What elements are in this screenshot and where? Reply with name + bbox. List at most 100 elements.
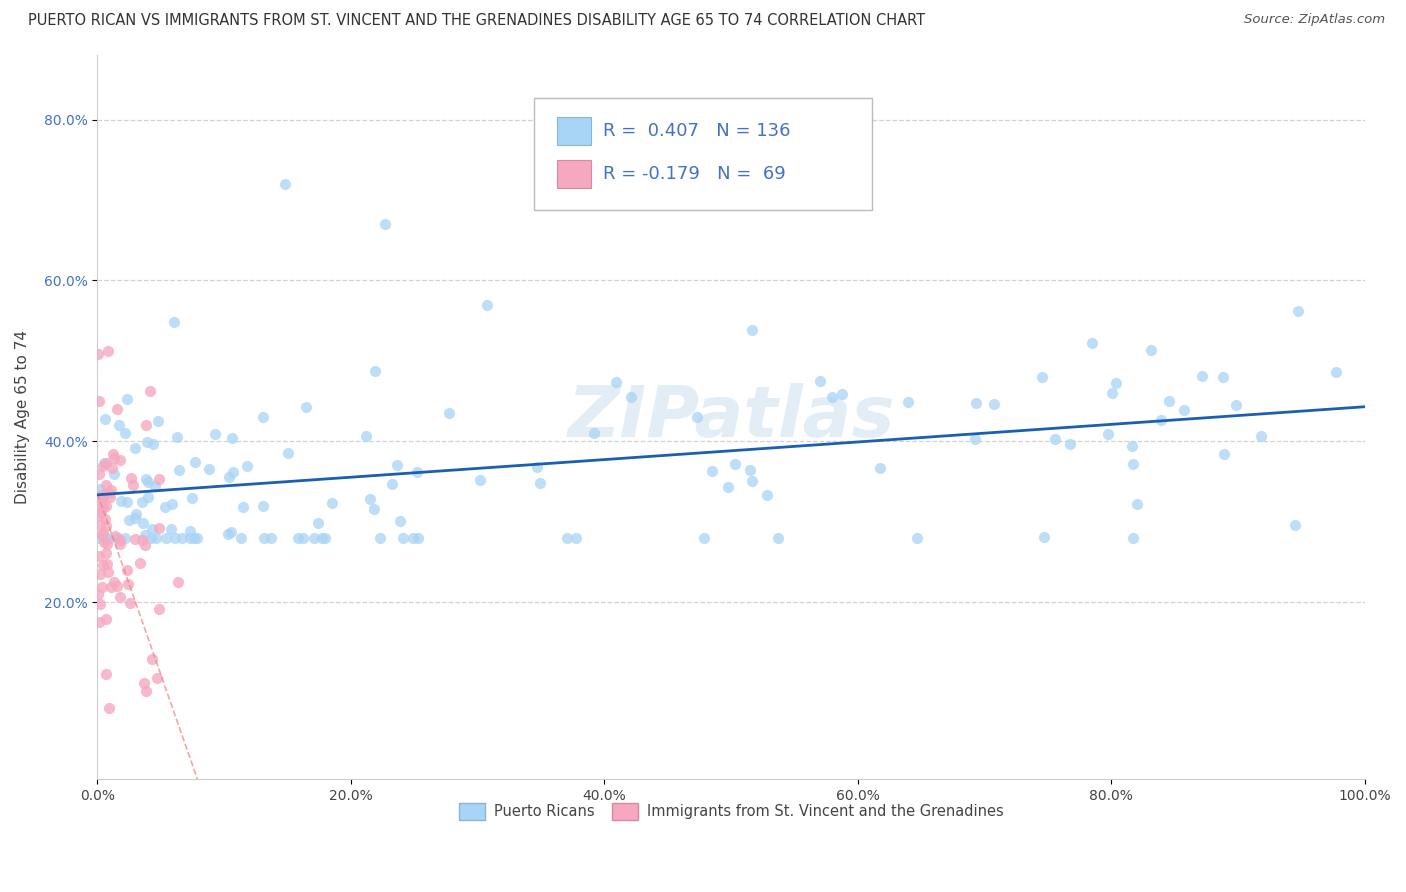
Text: PUERTO RICAN VS IMMIGRANTS FROM ST. VINCENT AND THE GRENADINES DISABILITY AGE 65: PUERTO RICAN VS IMMIGRANTS FROM ST. VINC… (28, 13, 925, 29)
Point (87, 394, 110, 409)
Point (96, 456, 118, 470)
Point (620, 390, 643, 404)
Point (359, 491, 381, 506)
Point (363, 502, 385, 516)
Point (87, 531, 110, 545)
Point (392, 531, 415, 545)
Point (381, 477, 404, 491)
Point (124, 442, 146, 456)
Point (741, 323, 763, 337)
Point (103, 467, 125, 481)
Point (1284, 517, 1306, 532)
Point (94, 531, 117, 545)
Point (252, 409, 274, 424)
Point (91, 488, 114, 502)
Point (1157, 394, 1180, 409)
Point (983, 397, 1005, 411)
Point (1140, 343, 1163, 358)
Point (87, 615, 110, 629)
Point (103, 574, 125, 589)
Text: Source: ZipAtlas.com: Source: ZipAtlas.com (1244, 13, 1385, 27)
Point (198, 461, 221, 475)
Point (87, 586, 110, 600)
Point (1080, 336, 1102, 351)
Point (117, 577, 139, 591)
Point (354, 429, 377, 443)
Point (1097, 426, 1119, 441)
Point (120, 596, 142, 610)
Point (252, 531, 274, 545)
Point (148, 521, 170, 535)
Point (1121, 438, 1143, 452)
Point (100, 580, 122, 594)
Point (1212, 370, 1234, 384)
Point (1191, 368, 1213, 383)
Point (96, 566, 118, 580)
Point (439, 406, 461, 420)
Point (1286, 303, 1309, 318)
Point (252, 499, 274, 513)
Y-axis label: Disability Age 65 to 74: Disability Age 65 to 74 (15, 330, 30, 504)
Point (134, 528, 156, 542)
Point (125, 507, 148, 521)
Point (221, 431, 243, 445)
Point (307, 516, 329, 531)
Point (204, 426, 226, 441)
Point (468, 473, 491, 487)
Point (314, 531, 336, 545)
Point (96, 478, 118, 492)
Point (136, 475, 159, 489)
Point (276, 446, 298, 460)
Point (132, 516, 155, 530)
Point (831, 387, 853, 401)
Point (103, 447, 125, 461)
Point (364, 364, 387, 378)
Point (93, 456, 115, 470)
Point (583, 425, 606, 440)
Point (160, 497, 183, 511)
Point (274, 177, 297, 191)
Point (155, 531, 177, 545)
Point (700, 464, 723, 478)
Text: ZIPatlas: ZIPatlas (568, 383, 894, 451)
Point (294, 400, 316, 414)
Point (145, 531, 167, 545)
Point (94, 666, 117, 681)
Point (180, 491, 202, 506)
Point (526, 460, 548, 475)
Legend: Puerto Ricans, Immigrants from St. Vincent and the Grenadines: Puerto Ricans, Immigrants from St. Vince… (453, 797, 1010, 826)
Text: R = -0.179   N =  69: R = -0.179 N = 69 (603, 165, 786, 183)
Point (229, 531, 252, 545)
Point (311, 531, 333, 545)
Point (724, 458, 747, 472)
Point (292, 531, 315, 545)
Point (89, 482, 111, 496)
Point (134, 538, 156, 552)
Point (108, 417, 131, 432)
Point (98, 486, 121, 500)
Point (389, 515, 412, 529)
Point (89, 518, 111, 533)
Point (1213, 447, 1236, 461)
Point (374, 217, 396, 231)
Point (89, 597, 111, 611)
Point (98, 490, 121, 504)
Point (139, 384, 162, 398)
Point (108, 533, 131, 548)
Point (141, 522, 163, 536)
Point (104, 529, 127, 543)
Point (120, 471, 142, 485)
Point (90, 505, 112, 519)
Point (217, 527, 239, 541)
Point (108, 537, 131, 551)
Point (145, 671, 167, 685)
Point (321, 496, 343, 510)
Point (738, 463, 761, 477)
Point (1324, 365, 1347, 379)
Point (94, 411, 117, 425)
Point (94, 612, 117, 626)
Point (94, 512, 117, 526)
Point (100, 460, 122, 475)
Point (905, 531, 928, 545)
Point (808, 374, 831, 388)
